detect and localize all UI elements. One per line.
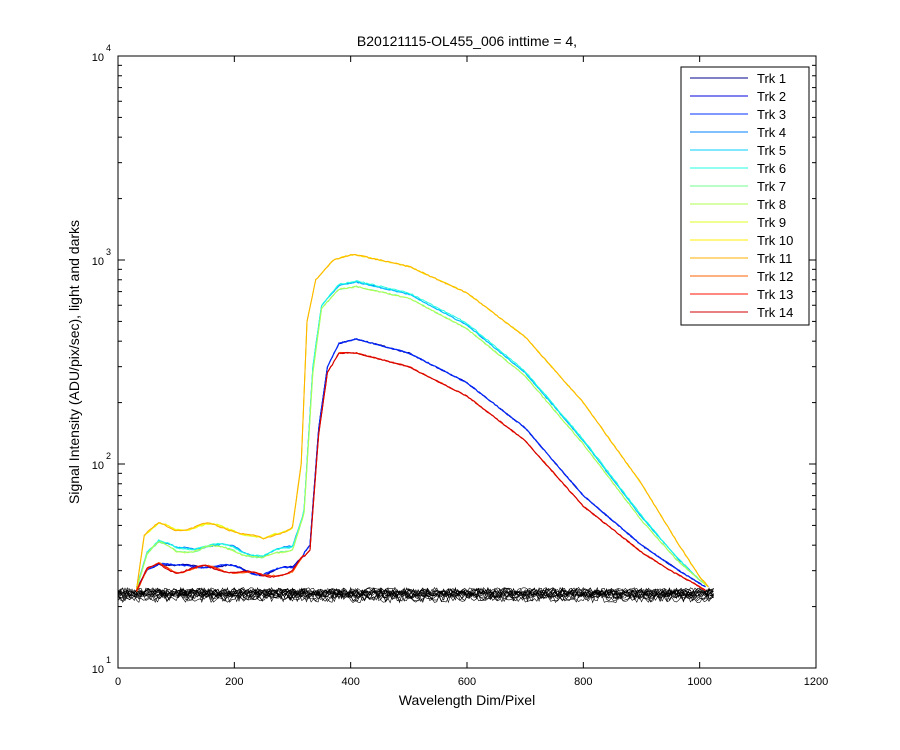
legend-entry: Trk 14	[690, 305, 793, 320]
y-tick-base: 10	[92, 52, 104, 64]
legend-label: Trk 10	[757, 233, 793, 248]
y-tick-exponent: 4	[106, 43, 111, 53]
y-tick-base: 10	[92, 460, 104, 472]
dark-frame-trace	[117, 589, 714, 600]
legend-entry: Trk 7	[690, 179, 786, 194]
legend-label: Trk 12	[757, 269, 793, 284]
dark-frame-trace	[117, 586, 714, 597]
y-tick-label: 104	[92, 43, 111, 64]
y-tick-base: 10	[92, 256, 104, 268]
legend-label: Trk 6	[757, 161, 786, 176]
legend-entry: Trk 2	[690, 89, 786, 104]
legend-label: Trk 14	[757, 305, 793, 320]
y-tick-label: 102	[92, 451, 111, 472]
legend-label: Trk 5	[757, 143, 786, 158]
legend-entry: Trk 6	[690, 161, 786, 176]
legend-label: Trk 11	[757, 251, 792, 266]
x-tick-label: 200	[225, 676, 243, 688]
y-tick-label: 101	[92, 655, 111, 676]
legend-entry: Trk 10	[690, 233, 793, 248]
legend-entry: Trk 9	[690, 215, 786, 230]
legend-label: Trk 3	[757, 107, 786, 122]
x-tick-label: 0	[115, 676, 121, 688]
series-line-6	[136, 280, 709, 589]
legend-label: Trk 8	[757, 197, 786, 212]
legend: Trk 1 Trk 2 Trk 3 Trk 4 Trk 5 Trk 6 Trk 7 Trk 8…	[680, 66, 810, 326]
series-line-3	[136, 338, 706, 591]
dark-frame-trace	[117, 592, 714, 604]
legend-entry: Trk 11	[690, 251, 792, 266]
dark-frame-trace	[117, 588, 714, 599]
legend-entry: Trk 4	[690, 125, 786, 140]
x-tick-label: 1000	[687, 676, 711, 688]
y-axis-label: Signal Intensity (ADU/pix/sec), light an…	[66, 220, 82, 504]
y-tick-label: 103	[92, 247, 111, 268]
series-lines	[136, 253, 709, 593]
legend-entry: Trk 5	[690, 143, 786, 158]
y-tick-base: 10	[92, 664, 104, 676]
legend-entry: Trk 1	[690, 71, 786, 86]
legend-label: Trk 9	[757, 215, 786, 230]
dark-frames	[117, 586, 714, 604]
x-tick-label: 800	[574, 676, 592, 688]
legend-entry: Trk 8	[690, 197, 786, 212]
x-axis-ticks: 0 200 400 600 800 1000 1200	[115, 56, 828, 688]
series-line-8	[136, 285, 709, 590]
legend-entry: Trk 12	[690, 269, 793, 284]
legend-label: Trk 4	[757, 125, 786, 140]
y-tick-exponent: 3	[106, 247, 111, 257]
legend-label: Trk 1	[757, 71, 786, 86]
legend-box	[680, 66, 810, 326]
legend-entry: Trk 3	[690, 107, 786, 122]
x-axis-label: Wavelength Dim/Pixel	[399, 692, 535, 708]
chart-title: B20121115-OL455_006 inttime = 4,	[357, 33, 577, 49]
legend-entry: Trk 13	[690, 287, 793, 302]
y-tick-exponent: 1	[106, 655, 111, 665]
legend-label: Trk 7	[757, 179, 786, 194]
y-tick-exponent: 2	[106, 451, 111, 461]
series-line-14	[136, 352, 706, 591]
legend-label: Trk 2	[757, 89, 786, 104]
x-tick-label: 1200	[804, 676, 828, 688]
x-tick-label: 400	[341, 676, 359, 688]
series-line-11	[136, 253, 709, 590]
x-tick-label: 600	[458, 676, 476, 688]
legend-label: Trk 13	[757, 287, 793, 302]
